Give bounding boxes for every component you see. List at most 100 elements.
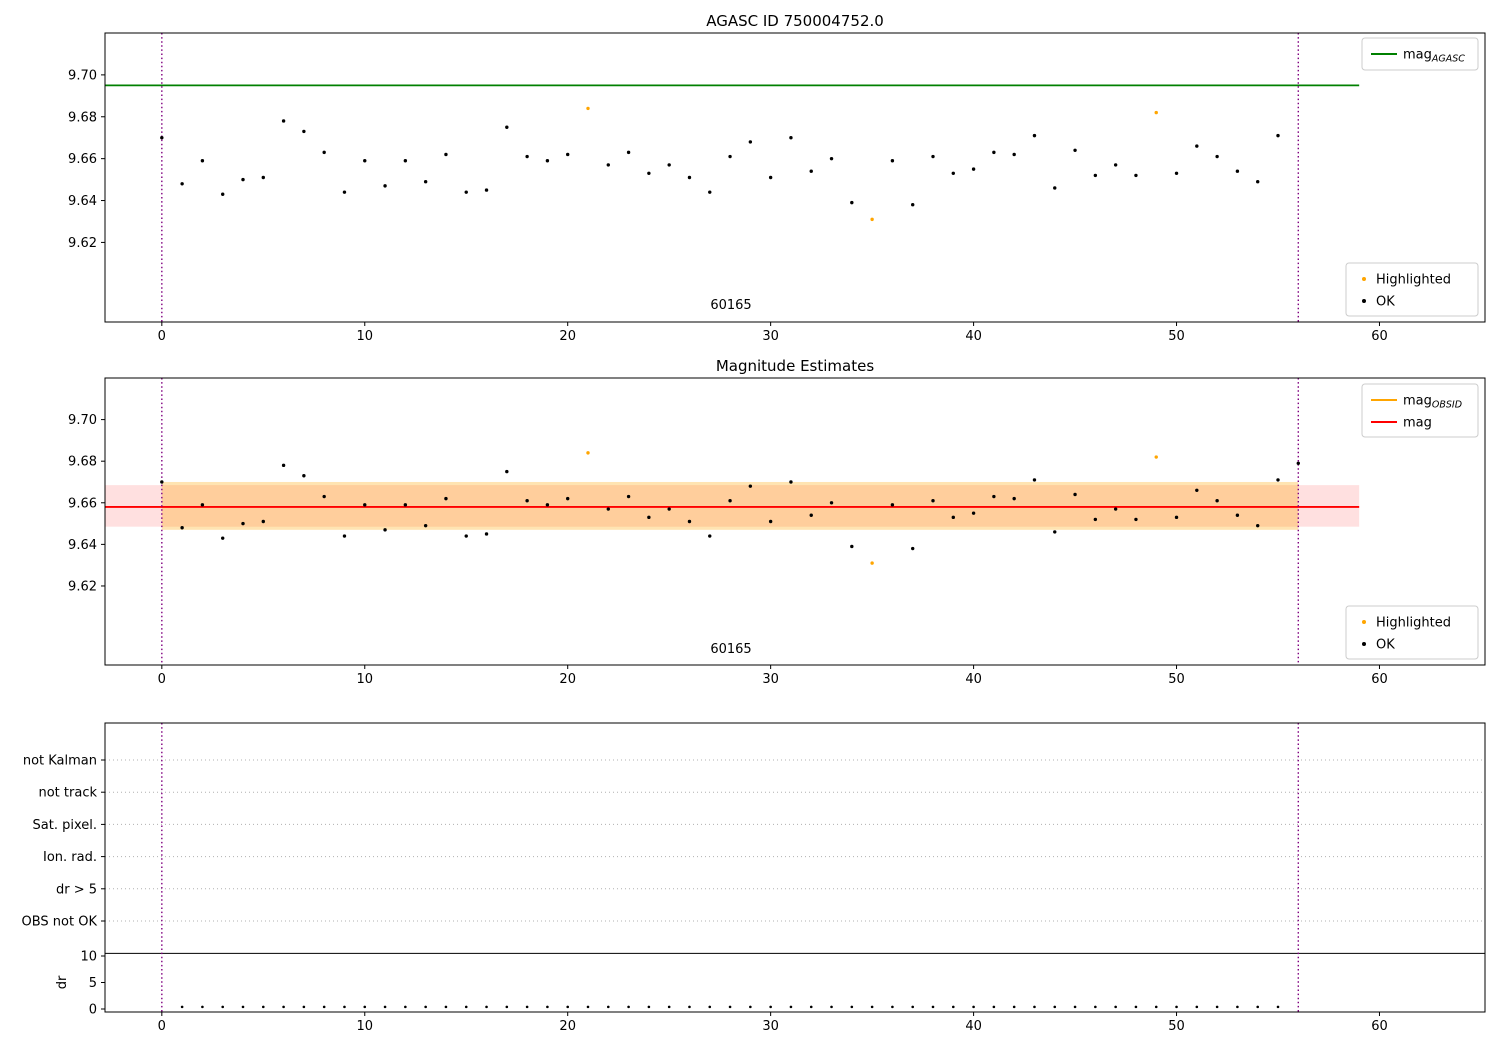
ok-point [1256, 179, 1260, 184]
ok-point [484, 532, 489, 536]
dr-point [241, 1005, 245, 1009]
dr-point [1073, 1005, 1077, 1009]
ok-point [423, 179, 428, 184]
flag-label: Sat. pixel. [33, 818, 97, 833]
ok-point [545, 503, 550, 507]
line-legend [1361, 37, 1479, 71]
ok-point [951, 515, 955, 520]
ok-point [768, 519, 773, 524]
x-tick-label: 0 [158, 1019, 166, 1034]
y-tick-label: 9.70 [68, 68, 97, 83]
ok-point [1215, 499, 1219, 503]
generated-chart-layer: 9.629.649.669.689.700 10 20 30 40 50 60magAGAS… [22, 32, 1486, 1034]
ok-point [545, 159, 550, 163]
x-tick-label: 50 [1168, 672, 1185, 687]
ok-point [1032, 478, 1037, 482]
dr-point [1236, 1005, 1239, 1009]
ok-point [221, 536, 225, 540]
ok-point [302, 474, 306, 478]
ok-point [829, 501, 834, 505]
ok-point [363, 503, 367, 507]
ok-point [505, 125, 509, 129]
ok-point [667, 163, 671, 167]
dr-point [302, 1005, 306, 1009]
flag-label: dr > 5 [56, 882, 97, 897]
ok-point [1276, 133, 1280, 138]
ok-point [1032, 133, 1037, 138]
ok-point [342, 190, 347, 194]
ok-point [748, 484, 753, 488]
ok-point [931, 154, 935, 159]
ok-point [505, 469, 509, 474]
dr-point [363, 1005, 367, 1009]
ok-point [951, 171, 955, 176]
dr-point [1276, 1005, 1280, 1009]
dr-point [464, 1005, 468, 1009]
ok-point [525, 154, 529, 159]
ok-point [383, 184, 387, 188]
y-tick-label: 9.70 [68, 413, 97, 428]
ok-point [221, 192, 225, 196]
ok-point [809, 513, 813, 517]
highlighted-point [586, 451, 590, 455]
ok-point [708, 190, 712, 194]
flag-label: Ion. rad. [43, 850, 97, 865]
ok-point [809, 169, 813, 173]
ok-point [200, 159, 205, 163]
dr-point [870, 1005, 874, 1009]
ok-point [525, 499, 529, 503]
ok-point [1134, 173, 1138, 178]
dr-point [1012, 1005, 1016, 1009]
ok-point [606, 507, 610, 511]
dr-point [1215, 1005, 1219, 1009]
dr-point [972, 1005, 975, 1009]
ok-point [647, 171, 651, 176]
x-tick-label: 10 [356, 672, 373, 687]
dr-point [1114, 1005, 1117, 1009]
ok-point [261, 175, 265, 180]
dr-point [911, 1005, 915, 1009]
highlighted-point [870, 561, 874, 565]
dr-point [1175, 1005, 1178, 1009]
point-legend [1345, 605, 1479, 660]
dr-point [282, 1005, 285, 1009]
ok-point [768, 175, 773, 180]
x-tick-label: 10 [356, 329, 373, 344]
ok-point [566, 152, 570, 157]
legend-label: Highlighted [1376, 273, 1451, 288]
x-tick-label: 20 [559, 1019, 576, 1034]
dr-point [769, 1005, 772, 1009]
ok-point [647, 515, 651, 520]
dr-point [749, 1005, 752, 1009]
dr-point [1033, 1005, 1036, 1009]
ok-point [200, 503, 205, 507]
ok-point [444, 496, 448, 501]
ok-point [890, 503, 895, 507]
dr-point [201, 1005, 204, 1009]
ok-point [829, 156, 834, 161]
x-tick-label: 30 [762, 672, 779, 687]
ok-point [241, 177, 245, 182]
x-tick-label: 20 [559, 329, 576, 344]
dr-point [404, 1005, 407, 1009]
ok-point [931, 499, 935, 503]
ok-point [180, 182, 184, 186]
dr-point [1154, 1005, 1158, 1009]
dr-point [809, 1005, 813, 1009]
ok-point [911, 203, 915, 207]
dr-point [931, 1005, 935, 1009]
x-tick-label: 0 [158, 329, 166, 344]
dr-point [566, 1005, 570, 1009]
y-tick-label: 9.68 [68, 455, 97, 470]
highlighted-point [1154, 455, 1158, 459]
y-tick-label: 9.62 [68, 579, 97, 594]
ok-point [342, 534, 347, 538]
ok-point [1195, 144, 1199, 148]
ok-point [687, 519, 692, 524]
dr-point [728, 1005, 732, 1009]
legend-sample-dot [1362, 620, 1366, 624]
ok-point [160, 136, 164, 140]
ok-point [464, 534, 468, 538]
